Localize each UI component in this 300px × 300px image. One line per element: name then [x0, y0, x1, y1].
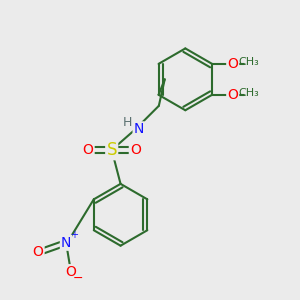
Text: +: +	[70, 230, 78, 239]
Text: N: N	[134, 122, 144, 136]
Text: H: H	[122, 116, 132, 128]
Text: O: O	[227, 57, 238, 71]
Text: O: O	[83, 143, 94, 157]
Text: CH₃: CH₃	[238, 88, 259, 98]
Text: −: −	[73, 272, 83, 285]
Text: O: O	[130, 143, 141, 157]
Text: O: O	[33, 244, 44, 259]
Text: O: O	[227, 88, 238, 102]
Text: CH₃: CH₃	[238, 57, 259, 68]
Text: S: S	[106, 141, 117, 159]
Text: N: N	[61, 236, 71, 250]
Text: O: O	[65, 265, 76, 279]
